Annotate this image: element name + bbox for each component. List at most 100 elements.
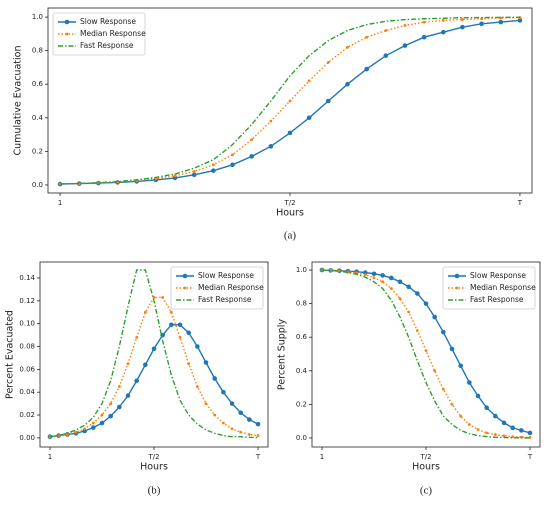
x-tick-label: 1 [48, 453, 52, 461]
point [422, 20, 426, 24]
point [380, 273, 385, 278]
point [117, 404, 122, 410]
point [221, 389, 226, 395]
point [501, 420, 507, 426]
point [83, 427, 87, 431]
series-line [60, 16, 520, 185]
point [221, 421, 225, 425]
y-tick-label: 0.00 [19, 434, 35, 442]
point [415, 291, 420, 296]
point [441, 19, 445, 22]
point [440, 29, 446, 35]
y-tick-label: 0.4 [296, 367, 308, 375]
point [421, 34, 427, 40]
point [211, 168, 216, 173]
point [458, 363, 463, 369]
point [177, 322, 183, 328]
series-line [49, 269, 259, 439]
point [91, 421, 95, 425]
point [450, 402, 454, 406]
point [143, 310, 147, 314]
y-tick-label: 0.0 [32, 181, 43, 189]
series-line [49, 324, 259, 438]
point [143, 362, 148, 368]
y-tick-label: 0.12 [19, 297, 35, 305]
point [161, 296, 165, 299]
point [306, 115, 312, 121]
point [231, 153, 234, 157]
point [364, 66, 369, 72]
point [173, 174, 177, 178]
point [326, 98, 331, 104]
point [186, 330, 191, 336]
point [117, 385, 121, 388]
x-tick-label: T [255, 453, 261, 461]
point [247, 417, 252, 422]
point [108, 413, 113, 419]
legend-label: Slow Response [80, 17, 136, 26]
y-tick-label: 0.8 [296, 300, 307, 308]
y-tick-label: 1.0 [32, 13, 43, 21]
y-tick-label: 0.0 [296, 434, 307, 442]
point [381, 280, 385, 284]
point [406, 284, 411, 290]
legend-marker [64, 19, 70, 25]
point [134, 378, 139, 384]
legend-label: Fast Response [80, 41, 134, 50]
point [204, 402, 208, 406]
point [239, 430, 243, 434]
point [169, 322, 174, 328]
point [230, 427, 234, 431]
point [441, 329, 446, 335]
point [91, 425, 96, 430]
point [195, 344, 200, 349]
legend-marker [454, 273, 460, 279]
y-axis-label: Percent Evacuated [5, 310, 16, 399]
y-tick-label: 0.06 [19, 365, 35, 373]
x-tick-label: T [527, 453, 533, 461]
point [74, 430, 78, 434]
caption: (a) [284, 230, 297, 242]
point [230, 162, 235, 168]
point [467, 380, 472, 385]
point [187, 362, 191, 366]
point [255, 421, 261, 427]
point [212, 376, 217, 381]
point [517, 18, 523, 23]
point [307, 79, 311, 83]
point [389, 275, 394, 281]
x-axis-label: Hours [412, 462, 440, 473]
point [178, 335, 182, 339]
x-tick-label: 1 [320, 453, 324, 461]
point [498, 19, 504, 25]
point [433, 369, 437, 373]
point [493, 413, 498, 419]
y-axis-label: Cumulative Evacuation [13, 46, 24, 156]
point [383, 53, 389, 58]
point [476, 428, 480, 431]
legend-box [52, 12, 146, 56]
point [459, 414, 463, 418]
y-tick-label: 0.02 [19, 411, 35, 419]
point [403, 24, 407, 27]
point [203, 360, 209, 365]
point [493, 433, 497, 436]
point [484, 405, 489, 411]
series-line [321, 269, 531, 439]
point [423, 301, 429, 306]
point [125, 393, 131, 398]
point [288, 99, 292, 103]
point [126, 362, 130, 366]
legend-marker [183, 286, 187, 290]
legend-marker [455, 286, 459, 290]
point [372, 276, 376, 280]
point [268, 144, 274, 149]
point [249, 154, 254, 159]
caption: (b) [148, 485, 161, 497]
point [100, 413, 104, 417]
point [479, 21, 484, 27]
y-tick-label: 0.04 [19, 388, 35, 396]
x-tick-label: T/2 [147, 453, 159, 461]
point [135, 335, 139, 339]
